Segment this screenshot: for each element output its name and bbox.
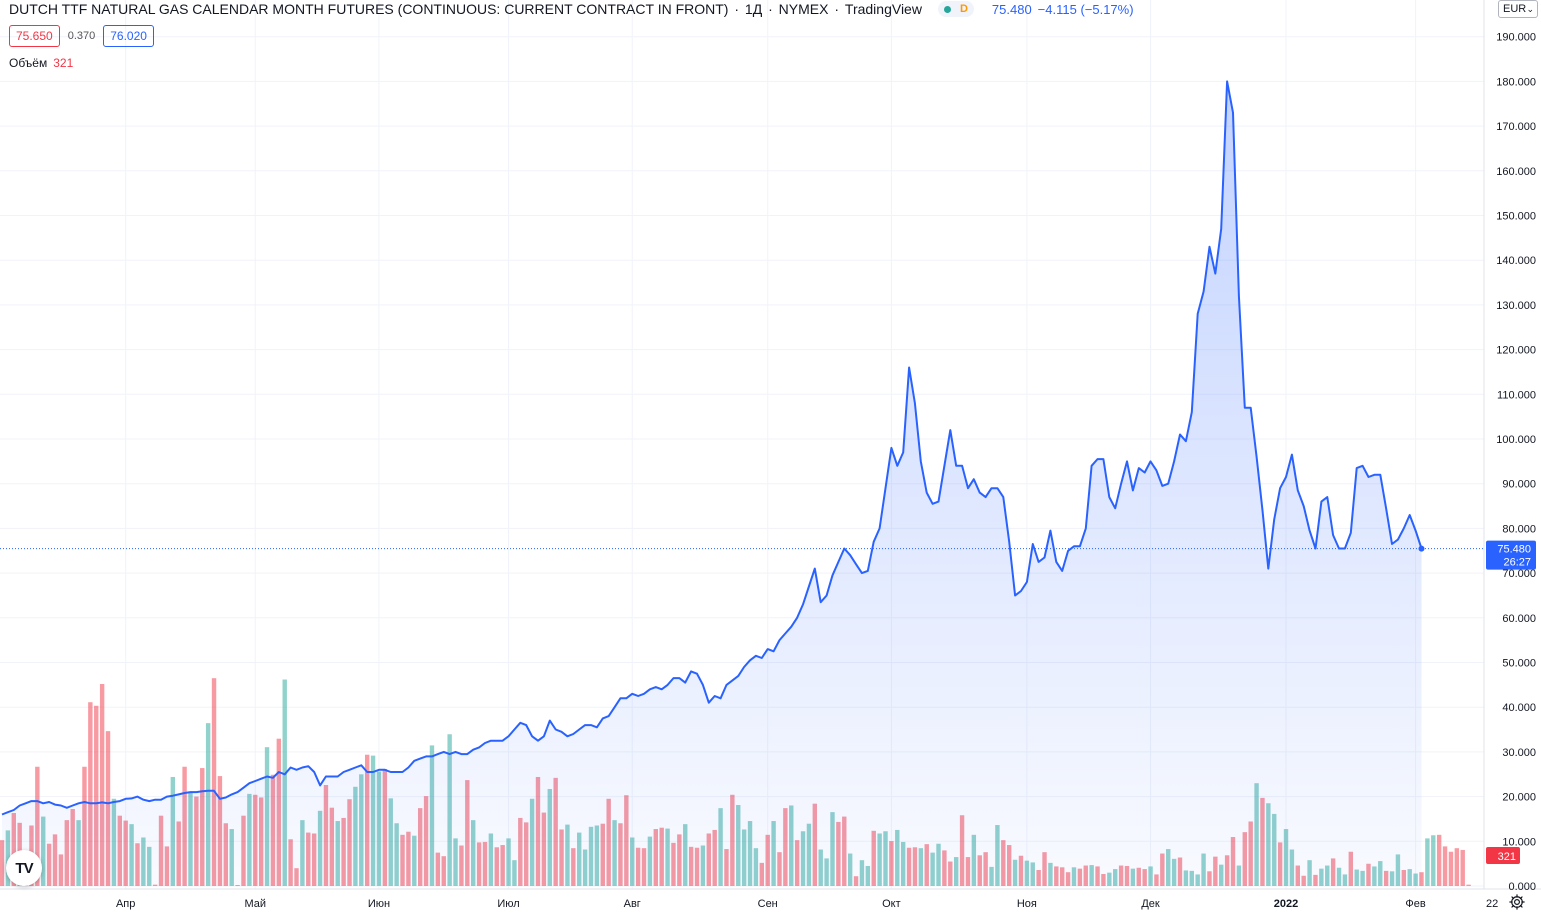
x-tick-label: Фев — [1405, 898, 1425, 910]
y-tick-label: 90.000 — [1502, 479, 1536, 491]
volume-tag-value: 321 — [1498, 851, 1516, 863]
price-area-fill — [2, 81, 1422, 886]
last-price-dot — [1418, 545, 1425, 552]
y-tick-label: 0.000 — [1508, 881, 1536, 893]
spread-value: 0.370 — [67, 30, 96, 42]
y-tick-label: 110.000 — [1497, 389, 1536, 401]
logo-text: TV — [15, 859, 33, 877]
bid-ask-row: 75.650 0.370 76.020 — [9, 25, 154, 47]
y-tick-label: 50.000 — [1502, 658, 1536, 670]
volume-bar — [211, 678, 217, 886]
x-tick-label: Апр — [116, 898, 135, 910]
y-tick-label: 150.000 — [1496, 211, 1536, 223]
y-tick-label: 100.000 — [1496, 434, 1536, 446]
y-tick-label: 140.000 — [1496, 255, 1536, 267]
y-tick-label: 70.000 — [1502, 568, 1536, 580]
currency-value: EUR — [1503, 3, 1527, 15]
volume-bar — [1442, 846, 1448, 886]
y-tick-label: 20.000 — [1502, 792, 1536, 804]
x-tick-labels: Апр Май Июн Июл Авг Сен Окт Ноя Дек 2022 Фев 22 — [116, 898, 1498, 910]
volume-tag — [1486, 847, 1520, 864]
buy-price-button[interactable]: 76.020 — [103, 25, 154, 47]
x-tick-label: Июн — [368, 898, 390, 910]
price-tag-value: 75.480 — [1497, 544, 1531, 556]
volume-bar — [88, 702, 93, 886]
price-line — [1, 80, 1423, 816]
exchange-label: NYMEX — [778, 1, 829, 17]
volume-value: 321 — [53, 56, 74, 70]
x-tick-label: 22 — [1486, 898, 1498, 910]
y-tick-label: 120.000 — [1496, 345, 1536, 357]
x-tick-label: Июл — [497, 898, 519, 910]
x-tick-label: 2022 — [1274, 898, 1298, 910]
y-tick-label: 40.000 — [1502, 702, 1536, 714]
market-open-icon — [943, 5, 951, 13]
tradingview-logo[interactable]: TV — [6, 850, 42, 886]
y-tick-label: 180.000 — [1496, 76, 1536, 88]
y-tick-label: 30.000 — [1502, 747, 1536, 759]
gear-icon[interactable] — [1508, 893, 1526, 911]
price-tag-countdown: 26:27 — [1503, 557, 1531, 569]
price-area — [1, 80, 1423, 886]
volume-bar — [1436, 834, 1442, 886]
y-tick-label: 170.000 — [1496, 121, 1536, 133]
symbol-title[interactable]: DUTCH TTF NATURAL GAS CALENDAR MONTH FUT… — [9, 1, 729, 17]
y-tick-label: 80.000 — [1502, 523, 1536, 535]
axes — [0, 0, 1541, 890]
price-tag — [1486, 540, 1536, 570]
interval-label[interactable]: 1Д — [744, 1, 763, 17]
y-tick-label: 190.000 — [1496, 32, 1536, 44]
chart-header: DUTCH TTF NATURAL GAS CALENDAR MONTH FUT… — [9, 1, 1134, 17]
y-tick-labels: 0.000 10.000 20.000 30.000 40.000 50.000 60.00… — [1496, 32, 1536, 893]
volume-label: Объём — [9, 56, 48, 70]
y-tick-label: 10.000 — [1502, 836, 1536, 848]
market-status[interactable]: D — [937, 1, 974, 17]
volume-bar — [1460, 849, 1465, 886]
x-tick-label: Сен — [758, 898, 778, 910]
volume-bar — [1431, 835, 1436, 886]
x-tick-label: Окт — [882, 898, 901, 910]
volume-bar — [1454, 848, 1460, 886]
volume-bar — [1448, 851, 1454, 886]
last-price: 75.480 — [991, 1, 1032, 17]
y-tick-label: 160.000 — [1496, 166, 1536, 178]
delayed-badge: D — [959, 3, 968, 15]
x-tick-label: Дек — [1141, 898, 1160, 910]
chevron-down-icon: ⌄ — [1526, 4, 1534, 14]
y-tick-label: 60.000 — [1502, 613, 1536, 625]
price-change: −4.115 (−5.17%) — [1037, 1, 1134, 17]
x-tick-label: Май — [244, 898, 266, 910]
source-label: TradingView — [844, 1, 922, 17]
x-tick-label: Авг — [624, 898, 641, 910]
y-tick-label: 130.000 — [1496, 300, 1536, 312]
x-tick-label: Ноя — [1017, 898, 1037, 910]
sell-price-button[interactable]: 75.650 — [9, 25, 60, 47]
volume-bar — [99, 683, 105, 886]
volume-bar — [1466, 884, 1471, 886]
currency-dropdown[interactable]: EUR ⌄ — [1498, 0, 1538, 18]
volume-bar — [94, 705, 99, 886]
volume-bar — [1425, 838, 1430, 886]
volume-legend[interactable]: Объём 321 — [9, 56, 73, 70]
